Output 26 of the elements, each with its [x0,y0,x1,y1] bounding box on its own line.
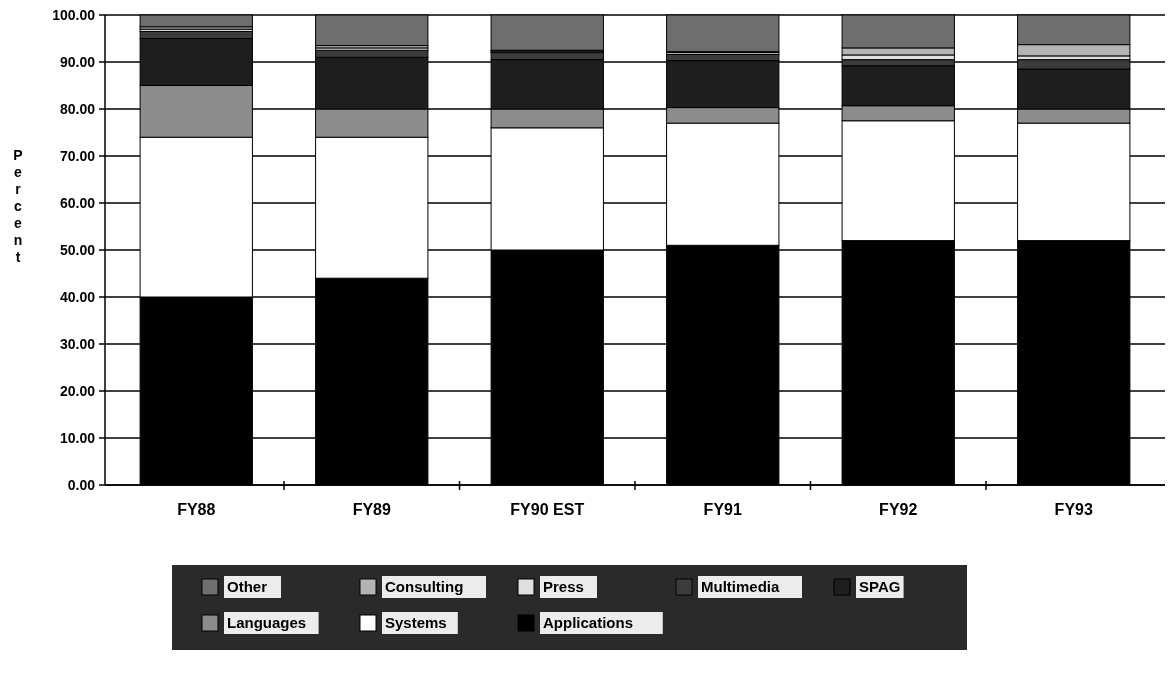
x-tick-label: FY92 [879,501,918,518]
legend-label: Languages [227,614,307,632]
x-tick-label: FY89 [352,501,391,518]
legend-label: Multimedia [701,578,780,596]
y-tick-label: 100.00 [52,6,96,23]
legend-label: Press [543,578,584,596]
y-axis-title: Percent [13,147,23,265]
x-tick-label: FY88 [177,501,216,518]
y-tick-label: 0.00 [67,476,96,493]
legend-label: Applications [543,614,634,632]
y-tick-label: 40.00 [59,288,96,305]
y-tick-label: 10.00 [59,429,96,446]
legend-label: Other [227,578,268,596]
legend-label: Systems [385,614,447,632]
y-tick-label: 70.00 [59,147,96,164]
y-tick-label: 60.00 [59,194,96,211]
x-tick-label: FY90 EST [510,501,585,518]
legend-label: Consulting [385,578,464,596]
y-tick-label: 20.00 [59,382,96,399]
y-tick-label: 90.00 [59,53,96,70]
y-tick-label: 80.00 [59,100,96,117]
y-tick-label: 50.00 [59,241,96,258]
y-tick-label: 30.00 [59,335,96,352]
legend-label: SPAG [859,578,901,596]
x-tick-label: FY93 [1054,501,1093,518]
x-tick-label: FY91 [703,501,742,518]
